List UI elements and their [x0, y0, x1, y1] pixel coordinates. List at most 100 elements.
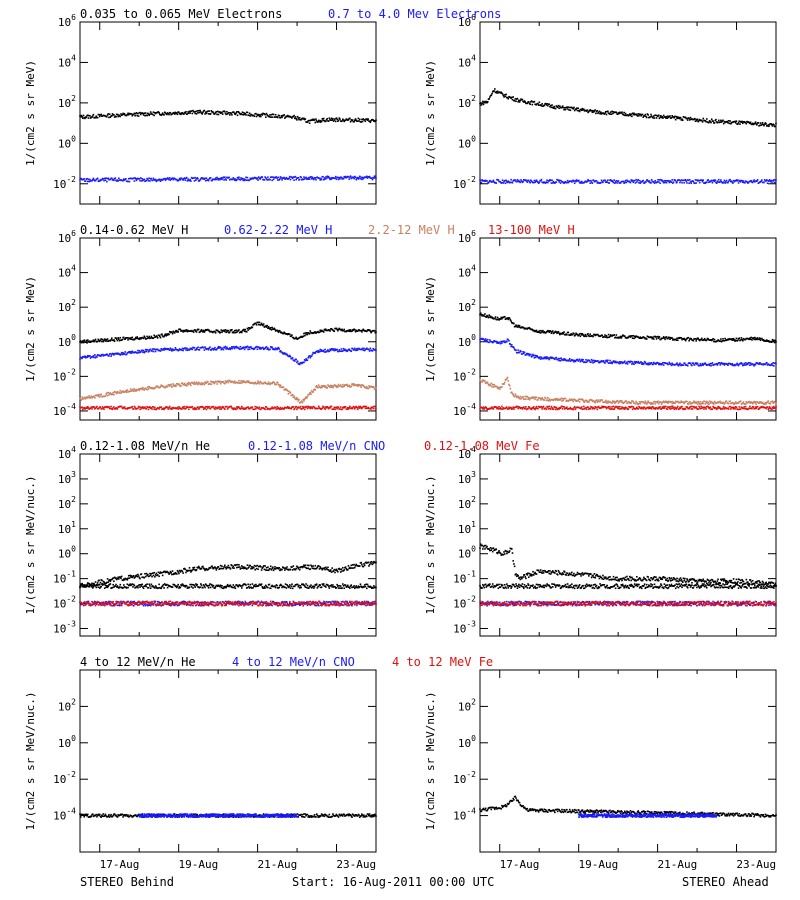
- data-point: [545, 181, 548, 183]
- data-point: [555, 356, 558, 359]
- data-point: [326, 175, 329, 178]
- data-point: [81, 341, 83, 344]
- data-point: [306, 177, 309, 180]
- data-point: [722, 181, 725, 183]
- data-point: [491, 383, 494, 386]
- data-point: [763, 123, 766, 126]
- data-point: [325, 177, 328, 180]
- data-point: [245, 114, 247, 116]
- data-point: [315, 118, 317, 120]
- data-point: [365, 405, 367, 408]
- data-point: [343, 175, 346, 178]
- data-point: [209, 407, 212, 410]
- data-point: [348, 348, 350, 351]
- data-point: [514, 179, 517, 181]
- data-point: [550, 182, 553, 184]
- data-point: [768, 180, 770, 182]
- data-point: [646, 401, 649, 404]
- data-point: [762, 363, 765, 366]
- data-point: [305, 397, 308, 399]
- data-point: [628, 335, 631, 337]
- data-point: [628, 113, 631, 115]
- data-point: [185, 384, 188, 387]
- data-point: [479, 312, 482, 315]
- data-point: [362, 349, 365, 352]
- data-point: [773, 365, 775, 367]
- data-point: [344, 176, 346, 179]
- data-point: [122, 112, 124, 115]
- data-point: [499, 342, 502, 345]
- data-point: [539, 399, 542, 401]
- data-point: [772, 180, 774, 182]
- data-point: [650, 179, 653, 181]
- data-point: [303, 408, 306, 411]
- data-point: [609, 179, 612, 181]
- data-point: [135, 336, 137, 339]
- data-point: [200, 383, 202, 386]
- data-point: [744, 362, 747, 364]
- data-point: [361, 176, 364, 179]
- data-point: [572, 359, 575, 362]
- data-point: [740, 362, 743, 364]
- data-point: [667, 180, 670, 182]
- data-point: [764, 363, 767, 366]
- data-point: [233, 329, 236, 332]
- data-point: [725, 400, 728, 403]
- data-point: [287, 393, 290, 395]
- data-point: [514, 393, 517, 395]
- data-point: [594, 109, 596, 111]
- data-point: [530, 180, 533, 183]
- data-point: [565, 407, 567, 409]
- data-point: [160, 406, 163, 408]
- data-point: [496, 342, 498, 344]
- data-point: [581, 398, 584, 401]
- data-point: [355, 119, 358, 122]
- data-point: [269, 327, 272, 329]
- data-point: [701, 180, 704, 183]
- data-point: [185, 407, 187, 410]
- series-3: [479, 405, 777, 411]
- data-point: [669, 338, 671, 341]
- data-point: [175, 112, 178, 114]
- data-point: [127, 113, 130, 116]
- data-point: [555, 406, 558, 409]
- data-point: [534, 398, 536, 401]
- data-point: [111, 393, 114, 395]
- data-point: [588, 180, 591, 182]
- data-point: [276, 348, 278, 351]
- data-point: [117, 337, 119, 339]
- data-point: [632, 362, 635, 365]
- data-point: [544, 407, 547, 409]
- data-point: [607, 179, 609, 181]
- data-point: [84, 407, 87, 410]
- data-point: [601, 405, 604, 408]
- data-point: [162, 407, 165, 410]
- data-point: [595, 180, 598, 182]
- data-point: [672, 181, 675, 183]
- data-point: [735, 363, 738, 366]
- data-point: [742, 180, 745, 182]
- data-point: [678, 116, 681, 119]
- data-point: [130, 388, 132, 390]
- data-point: [324, 386, 326, 389]
- data-point: [257, 380, 259, 382]
- data-point: [329, 348, 331, 351]
- data-point: [367, 406, 370, 409]
- data-point: [507, 97, 510, 100]
- data-point: [108, 405, 110, 408]
- data-point: [498, 386, 500, 389]
- data-point: [657, 181, 660, 183]
- data-point: [569, 109, 572, 112]
- data-point: [113, 393, 115, 396]
- data-point: [205, 112, 208, 115]
- data-point: [324, 329, 326, 332]
- data-point: [204, 381, 206, 383]
- data-point: [150, 177, 153, 180]
- row-title-segment: 0.14-0.62 MeV H: [80, 223, 188, 237]
- data-point: [261, 176, 264, 178]
- data-point: [343, 385, 346, 387]
- data-point: [711, 362, 714, 364]
- data-point: [219, 346, 222, 349]
- data-point: [193, 406, 196, 409]
- data-point: [308, 392, 311, 395]
